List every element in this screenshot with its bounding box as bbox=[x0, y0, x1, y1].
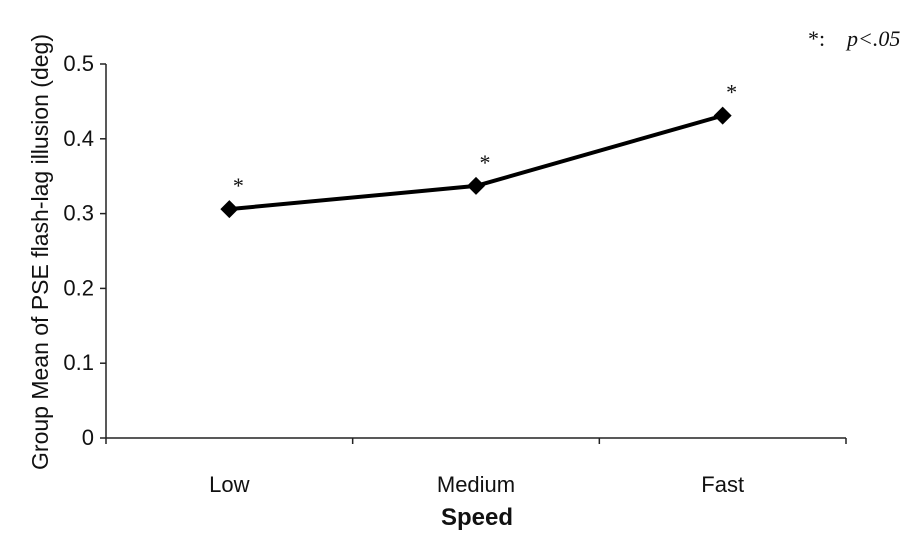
y-axis-title: Group Mean of PSE flash-lag illusion (de… bbox=[27, 34, 53, 470]
plot-area: * * * bbox=[220, 80, 737, 219]
data-point-marker bbox=[713, 106, 732, 125]
y-tick-label: 0.1 bbox=[63, 350, 94, 375]
series-line bbox=[229, 113, 724, 212]
x-tick-label: Medium bbox=[437, 472, 515, 497]
x-axis-title: Speed bbox=[441, 504, 513, 531]
significance-marker: * bbox=[480, 150, 491, 175]
data-point-marker bbox=[467, 176, 485, 195]
y-tick-label: 0 bbox=[82, 425, 94, 450]
significance-marker: * bbox=[233, 173, 244, 198]
y-tick-label: 0.2 bbox=[63, 275, 94, 300]
y-tick-label: 0.5 bbox=[63, 51, 94, 76]
axes: 0 0.1 0.2 0.3 0.4 0.5 Low Medium Fast bbox=[63, 51, 847, 497]
legend-text: p<.05 bbox=[845, 26, 900, 51]
y-tick-label: 0.3 bbox=[63, 201, 94, 226]
x-tick-label: Low bbox=[209, 472, 249, 497]
x-tick-label: Fast bbox=[701, 472, 744, 497]
legend-symbol: *: bbox=[808, 26, 825, 51]
y-tick-label: 0.4 bbox=[63, 126, 94, 151]
significance-legend: *: p<.05 bbox=[808, 26, 900, 51]
data-point-marker bbox=[220, 200, 239, 219]
significance-marker: * bbox=[726, 80, 737, 105]
